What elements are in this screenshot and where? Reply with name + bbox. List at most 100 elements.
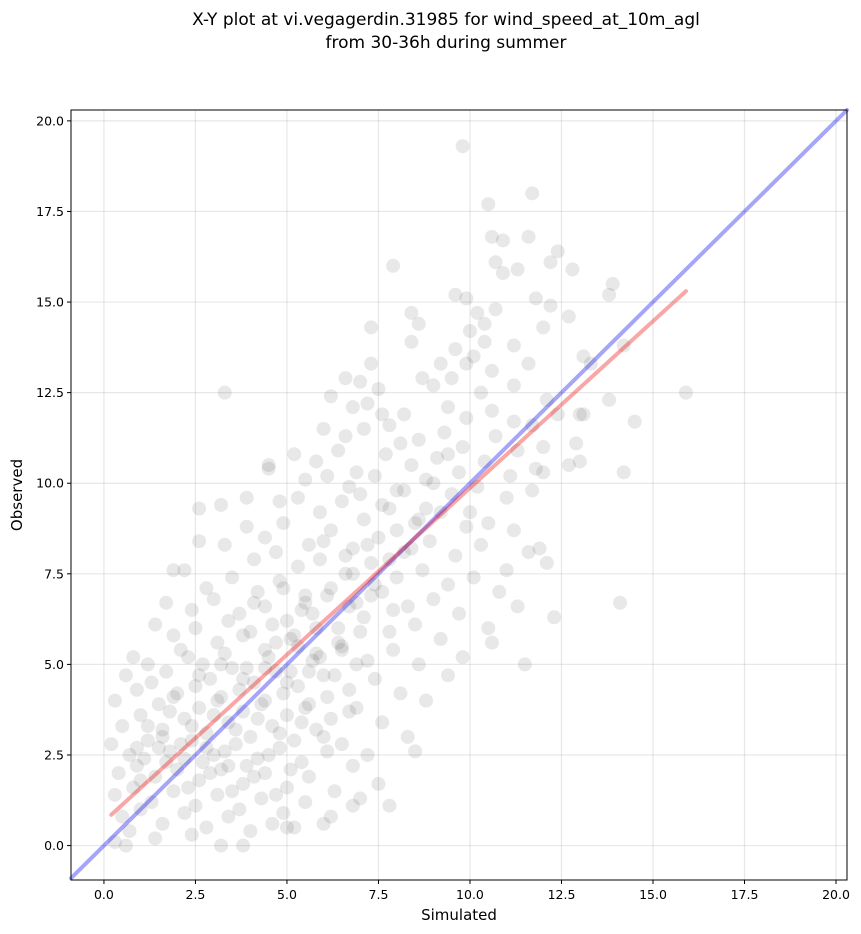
scatter-point [441, 577, 456, 592]
scatter-point [287, 820, 302, 835]
y-tick-label: 20.0 [36, 113, 64, 128]
scatter-point [188, 679, 203, 694]
scatter-point [276, 686, 291, 701]
scatter-point [279, 675, 294, 690]
scatter-point [338, 429, 353, 444]
scatter-point [397, 483, 412, 498]
scatter-point [404, 541, 419, 556]
scatter-point [521, 545, 536, 560]
scatter-point [184, 603, 199, 618]
scatter-point [561, 309, 576, 324]
scatter-point [411, 316, 426, 331]
scatter-point [382, 552, 397, 567]
scatter-point [210, 693, 225, 708]
scatter-point [140, 719, 155, 733]
scatter-point [162, 704, 177, 719]
scatter-point [506, 338, 521, 353]
scatter-point [386, 642, 401, 657]
scatter-point [250, 584, 265, 599]
scatter-point [118, 668, 133, 683]
scatter-point [210, 635, 225, 650]
x-tick-label: 17.5 [731, 887, 759, 902]
scatter-point [221, 758, 236, 773]
scatter-point [510, 262, 525, 277]
scatter-point [364, 555, 379, 570]
scatter-point [525, 418, 540, 433]
scatter-point [323, 389, 338, 404]
scatter-point [393, 436, 408, 451]
scatter-point [199, 740, 214, 755]
scatter-point [367, 468, 382, 483]
scatter-point [441, 447, 456, 462]
scatter-point [236, 838, 251, 853]
scatter-point [484, 635, 499, 650]
scatter-point [320, 690, 335, 705]
scatter-point [265, 719, 280, 733]
scatter-point [473, 537, 488, 552]
scatter-point [448, 342, 463, 357]
scatter-point [155, 722, 170, 737]
scatter-point [517, 657, 532, 672]
scatter-point [327, 668, 342, 683]
scatter-point [243, 824, 258, 839]
scatter-point [510, 599, 525, 614]
scatter-point [166, 628, 181, 643]
scatter-point [616, 465, 631, 480]
scatter-point [159, 595, 174, 610]
scatter-point [162, 744, 177, 759]
scatter-point [287, 733, 302, 748]
scatter-point [400, 729, 415, 744]
reference-lines [69, 108, 849, 881]
scatter-point [301, 697, 316, 712]
y-tick-label: 15.0 [36, 295, 64, 310]
scatter-point [320, 468, 335, 483]
scatter-point [627, 414, 642, 429]
scatter-point [232, 682, 247, 697]
scatter-point [356, 610, 371, 625]
y-tick-label: 7.5 [44, 566, 64, 581]
scatter-point [444, 487, 459, 502]
scatter-point [345, 798, 360, 813]
scatter-point [375, 407, 390, 422]
scatter-point [415, 371, 430, 386]
scatter-point [419, 501, 434, 516]
scatter-point [452, 606, 466, 621]
scatter-point [345, 566, 360, 581]
scatter-point [411, 432, 426, 447]
scatter-point [342, 682, 357, 697]
scatter-point [477, 454, 492, 469]
scatter-point [298, 472, 313, 487]
scatter-point [382, 501, 397, 516]
scatter-point [250, 711, 265, 726]
scatter-point [155, 816, 170, 831]
scatter-point [375, 497, 390, 512]
scatter-point [298, 595, 313, 610]
scatter-point [411, 657, 426, 672]
scatter-point [323, 809, 338, 824]
scatter-point [572, 407, 587, 422]
scatter-point [133, 708, 148, 723]
scatter-point [356, 421, 371, 436]
x-tick-label: 10.0 [456, 887, 484, 902]
y-tick-label: 0.0 [44, 838, 64, 853]
scatter-point [481, 516, 496, 531]
scatter-point [389, 523, 404, 538]
scatter-point [408, 617, 423, 632]
scatter-point [426, 476, 441, 491]
scatter-point [430, 450, 445, 465]
scatter-point [188, 798, 203, 813]
scatter-point [448, 287, 463, 302]
scatter-point [484, 363, 499, 378]
scatter-point [389, 483, 404, 498]
scatter-point [525, 483, 540, 498]
scatter-point [236, 776, 251, 791]
scatter-point [316, 729, 331, 744]
scatter-point [477, 316, 492, 331]
scatter-point [678, 385, 693, 400]
scatter-point [521, 229, 536, 244]
scatter-point [309, 454, 324, 469]
scatter-point [543, 255, 558, 270]
scatter-point [602, 392, 617, 407]
scatter-point [495, 233, 510, 248]
scatter-point [258, 642, 272, 657]
